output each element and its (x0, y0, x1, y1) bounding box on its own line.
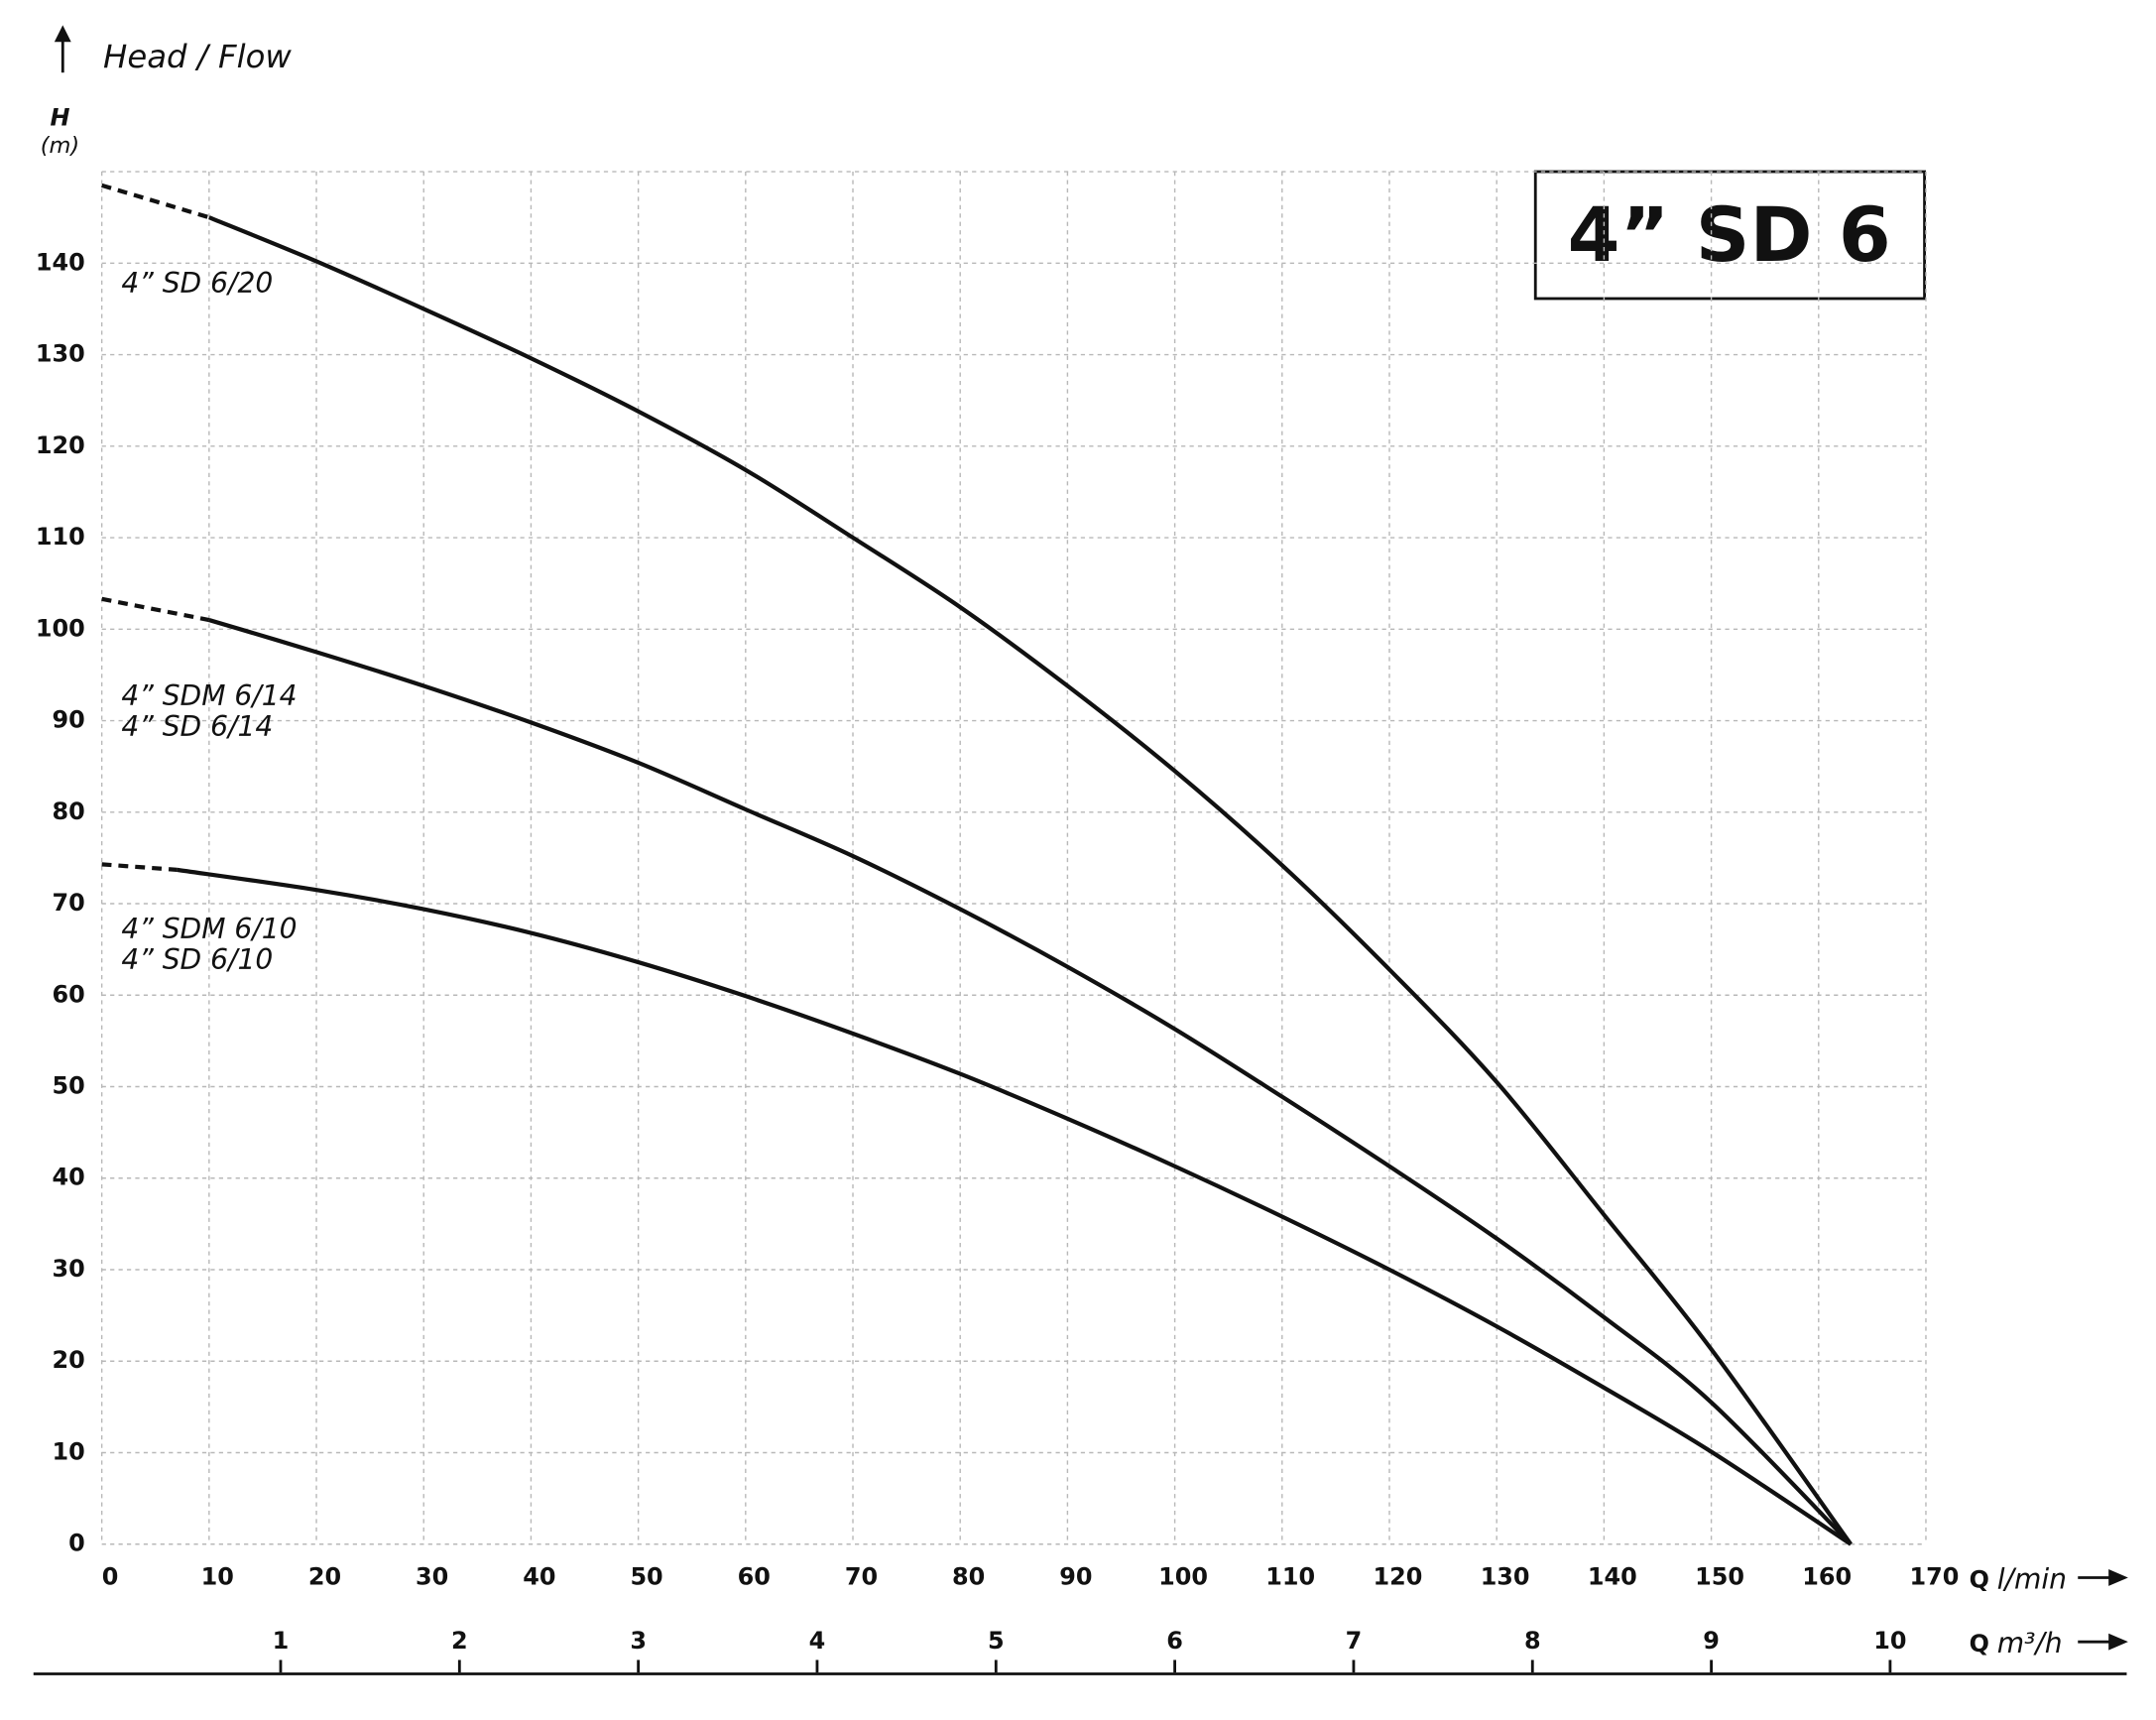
y-tick-label: 110 (36, 523, 85, 551)
y-tick-label: 50 (53, 1072, 85, 1100)
y-tick-label: 130 (36, 340, 85, 368)
arrow-head (2108, 1633, 2128, 1651)
x-tick-label: 90 (1059, 1562, 1092, 1590)
x-tick-label: 130 (1481, 1562, 1530, 1590)
curve-label: 4” SD 6/14 (121, 710, 273, 743)
arrow-head (2108, 1569, 2128, 1586)
x2-tick-label: 1 (273, 1627, 290, 1655)
x-tick-label: 20 (308, 1562, 341, 1590)
x-tick-label: 40 (523, 1562, 555, 1590)
x-tick-label: 0 (102, 1562, 119, 1590)
x2-tick-label: 7 (1346, 1627, 1363, 1655)
x2-tick-label: 9 (1703, 1627, 1720, 1655)
curve-label: 4” SD 6/10 (121, 943, 273, 976)
x-label: Q (1970, 1565, 1989, 1593)
x2-tick-label: 8 (1524, 1627, 1541, 1655)
y-tick-label: 20 (53, 1346, 85, 1374)
title-box (1533, 170, 1926, 301)
x-tick-label: 170 (1909, 1562, 1959, 1590)
y-tick-label: 30 (53, 1255, 85, 1283)
chart-title: 4” SD 6 (1568, 191, 1891, 279)
curve (208, 618, 1853, 1546)
x2-tick-label: 2 (451, 1627, 468, 1655)
curve-label: 4” SDM 6/10 (121, 913, 297, 945)
y-unit: (m) (41, 133, 79, 159)
x-tick-label: 140 (1588, 1562, 1637, 1590)
y-tick-label: 80 (53, 798, 85, 825)
x2-tick-label: 5 (988, 1627, 1005, 1655)
curve (177, 867, 1853, 1546)
x-tick-label: 110 (1265, 1562, 1315, 1590)
x2-tick-label: 4 (809, 1627, 826, 1655)
y-tick-label: 70 (53, 889, 85, 917)
x-unit: l/min (1997, 1562, 2067, 1595)
x-tick-label: 10 (201, 1562, 234, 1590)
axis-arrow-head (54, 25, 71, 43)
x2-unit: m³/h (1997, 1627, 2063, 1659)
x-tick-label: 60 (738, 1562, 771, 1590)
x-tick-label: 150 (1695, 1562, 1744, 1590)
y-tick-label: 120 (36, 431, 85, 459)
curve-label: 4” SDM 6/14 (121, 679, 297, 712)
y-tick-label: 0 (68, 1530, 85, 1557)
x-tick-label: 100 (1158, 1562, 1208, 1590)
x2-tick-label: 3 (630, 1627, 647, 1655)
curve (208, 215, 1853, 1545)
x-tick-label: 50 (630, 1562, 662, 1590)
x2-label: Q (1970, 1630, 1989, 1658)
x-tick-label: 30 (416, 1562, 448, 1590)
extrapolated-curve (101, 862, 178, 872)
y-tick-label: 100 (36, 614, 85, 642)
y-axis-title: Head / Flow (103, 38, 292, 75)
y-label: H (50, 104, 69, 132)
x2-tick-label: 10 (1873, 1627, 1906, 1655)
x2-tick-label: 6 (1166, 1627, 1183, 1655)
x-tick-label: 70 (845, 1562, 878, 1590)
y-tick-label: 60 (53, 980, 85, 1008)
extrapolated-curve (101, 596, 210, 623)
x-tick-label: 120 (1373, 1562, 1422, 1590)
y-tick-label: 10 (53, 1437, 85, 1465)
curve-label: 4” SD 6/20 (121, 267, 273, 300)
y-tick-label: 40 (53, 1164, 85, 1191)
y-tick-label: 140 (36, 248, 85, 276)
x-tick-label: 80 (952, 1562, 985, 1590)
y-tick-label: 90 (53, 706, 85, 734)
x-tick-label: 160 (1802, 1562, 1852, 1590)
extrapolated-curve (101, 183, 210, 220)
